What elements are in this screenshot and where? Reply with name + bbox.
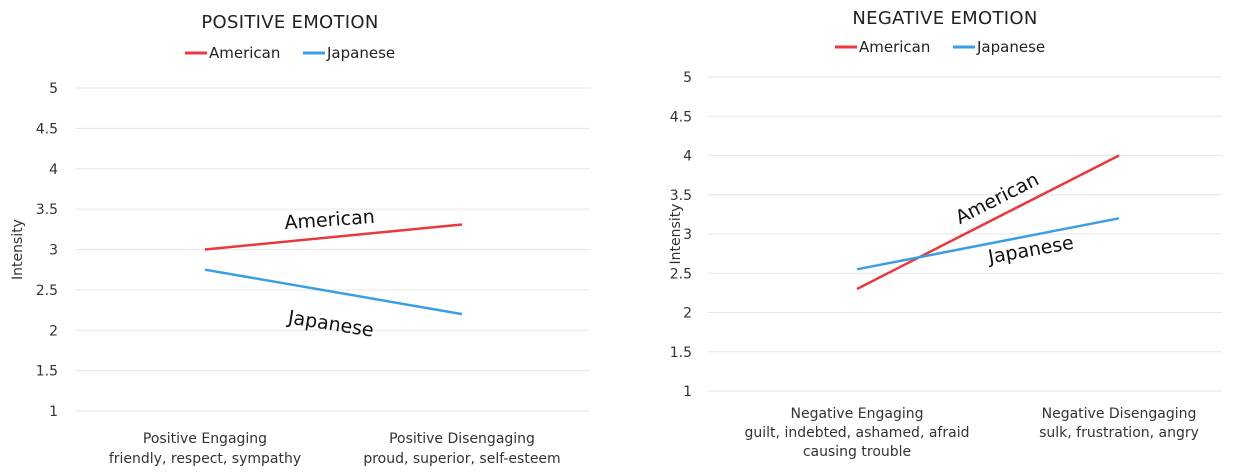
y-tick-label: 1	[49, 404, 58, 420]
y-tick-label: 2	[49, 323, 58, 339]
y-axis-label: Intensity	[10, 219, 26, 280]
y-tick-label: 2	[683, 306, 692, 322]
y-tick-label: 3	[49, 243, 58, 259]
y-tick-label: 2.5	[670, 266, 692, 282]
series-label-japanese: Japanese	[986, 232, 1076, 269]
series-line-american	[204, 223, 463, 251]
y-tick-label: 1.5	[670, 345, 692, 361]
series-label-american: American	[284, 206, 376, 234]
legend-label-american: American	[859, 38, 930, 56]
x-category-label: Positive Engaging	[143, 431, 267, 447]
y-tick-label: 4.5	[670, 109, 692, 125]
chart-title: POSITIVE EMOTION	[201, 12, 378, 33]
chart-negative-emotion: NEGATIVE EMOTION American Japanese 1 1.5 2 2.5…	[630, 0, 1253, 472]
chart-positive-emotion-svg: POSITIVE EMOTION American Japanese 1 1.5 2 2.5…	[10, 12, 590, 467]
y-tick-label: 3	[683, 227, 692, 243]
x-category-label: sulk, frustration, angry	[1039, 425, 1199, 441]
x-category-label: friendly, respect, sympathy	[109, 451, 301, 467]
y-axis-label: Intensity	[668, 204, 684, 265]
series-line-japanese	[856, 217, 1120, 271]
x-category-label: guilt, indebted, ashamed, afraid	[745, 425, 970, 441]
series-line-american	[856, 154, 1120, 291]
x-category-label: proud, superior, self-esteem	[363, 451, 560, 467]
y-tick-label: 3.5	[670, 188, 692, 204]
y-tick-label: 5	[683, 70, 692, 86]
y-tick-label: 4	[49, 162, 58, 178]
y-tick-label: 4	[683, 149, 692, 165]
legend-label-japanese: Japanese	[326, 44, 395, 62]
legend-label-american: American	[209, 44, 280, 62]
x-category-label: causing trouble	[803, 444, 911, 460]
legend-label-japanese: Japanese	[976, 38, 1045, 56]
series-line-japanese	[204, 268, 463, 316]
y-tick-label: 5	[49, 81, 58, 97]
y-tick-label: 1	[683, 384, 692, 400]
chart-positive-emotion: POSITIVE EMOTION American Japanese 1 1.5 2 2.5…	[0, 0, 620, 472]
y-tick-label: 3.5	[36, 202, 58, 218]
x-category-label: Negative Disengaging	[1042, 406, 1197, 422]
y-tick-label: 4.5	[36, 121, 58, 137]
series-label-japanese: Japanese	[286, 306, 376, 341]
x-category-label: Negative Engaging	[791, 406, 924, 422]
x-category-label: Positive Disengaging	[389, 431, 535, 447]
y-tick-label: 2.5	[36, 283, 58, 299]
chart-title: NEGATIVE EMOTION	[852, 8, 1037, 29]
series-label-american: American	[952, 168, 1043, 229]
y-tick-label: 1.5	[36, 364, 58, 380]
